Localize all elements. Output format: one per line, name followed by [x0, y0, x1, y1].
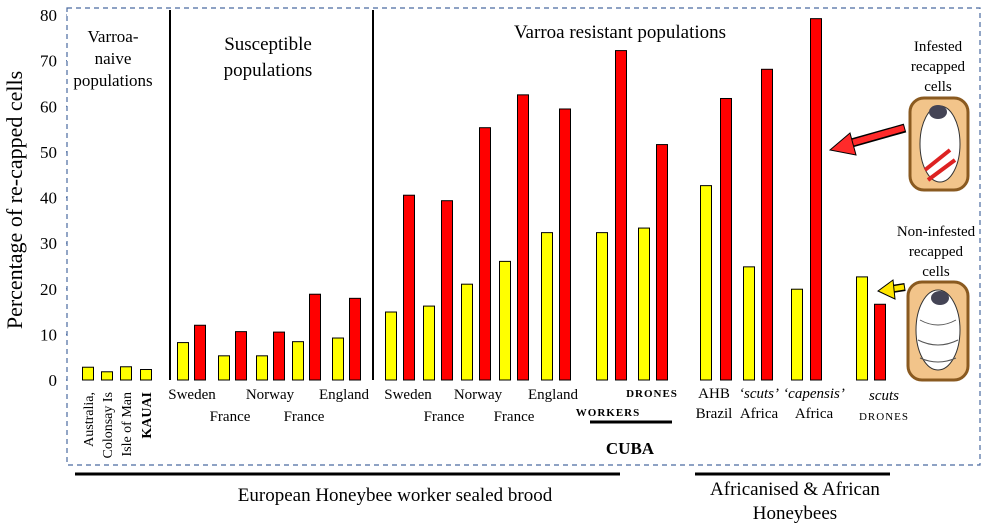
- annotation: recapped: [909, 244, 964, 260]
- x-tick-label: WORKERS: [576, 407, 640, 419]
- yellow-arrow: [877, 279, 906, 300]
- bar: [615, 50, 627, 381]
- bar: [479, 127, 491, 381]
- bar: [101, 371, 113, 381]
- y-axis-label: Percentage of re-capped cells: [2, 71, 27, 329]
- bar: [177, 342, 189, 381]
- bar: [638, 227, 650, 381]
- x-tick-label: Norway: [246, 387, 295, 403]
- y-tick-label: 10: [40, 325, 57, 344]
- annotation: cells: [922, 264, 950, 280]
- group-label: populations: [224, 60, 313, 81]
- bar: [194, 324, 206, 381]
- bar: [309, 293, 321, 381]
- european-label: European Honeybee worker sealed brood: [238, 485, 553, 506]
- bar: [441, 200, 453, 381]
- group-label: Varroa-: [88, 27, 139, 46]
- bar: [332, 337, 344, 381]
- y-tick-label: 80: [40, 6, 57, 25]
- bar: [273, 331, 285, 381]
- bar: [120, 366, 132, 381]
- bar: [700, 185, 712, 381]
- x-tick-label: Sweden: [168, 387, 216, 403]
- x-tick-label: France: [284, 409, 325, 425]
- bar: [256, 355, 268, 381]
- x-tick-label: France: [494, 409, 535, 425]
- x-tick-label: Africa: [740, 406, 779, 422]
- bar: [235, 331, 247, 381]
- bar: [292, 341, 304, 381]
- x-tick-label: Colonsay Is: [101, 392, 116, 459]
- annotation: Non-infested: [897, 224, 976, 240]
- african-label: Africanised & African: [710, 479, 880, 500]
- x-tick-label: Norway: [454, 387, 503, 403]
- x-tick-label: England: [319, 387, 369, 403]
- bar: [874, 303, 886, 381]
- x-tick-label: Isle of Man: [120, 392, 135, 457]
- bar: [499, 260, 511, 381]
- x-tick-label: France: [210, 409, 251, 425]
- bar: [218, 355, 230, 381]
- x-tick-label: Africa: [795, 406, 834, 422]
- bar: [517, 94, 529, 381]
- frame: [66, 7, 981, 466]
- y-tick-label: 40: [40, 189, 57, 208]
- bar: [761, 68, 773, 381]
- bar: [810, 18, 822, 381]
- bar: [349, 297, 361, 381]
- y-tick-label: 0: [49, 371, 58, 390]
- bar: [656, 144, 668, 381]
- bar: [596, 232, 608, 381]
- group-label: naive: [95, 49, 132, 68]
- annotation: cells: [924, 79, 952, 95]
- x-tick-label: ‘capensis’: [783, 386, 845, 402]
- infested-cell-icon: [908, 96, 970, 192]
- y-tick-label: 50: [40, 143, 57, 162]
- x-tick-label: DRONES: [859, 411, 909, 423]
- cuba-label: CUBA: [606, 439, 655, 458]
- bar: [423, 305, 435, 381]
- x-tick-label: Australia,: [82, 392, 97, 447]
- bar: [791, 288, 803, 381]
- group-label: Susceptible: [224, 34, 312, 55]
- african-label: Honeybees: [753, 503, 837, 524]
- y-tick-label: 60: [40, 97, 57, 116]
- y-tick-label: 70: [40, 52, 57, 71]
- x-tick-label: scuts: [869, 388, 899, 404]
- x-tick-label: ‘scuts’: [739, 386, 779, 402]
- bar: [461, 283, 473, 381]
- non-infested-cell-icon: [906, 280, 970, 382]
- annotation: Infested: [914, 39, 963, 55]
- red-arrow: [828, 123, 907, 156]
- group-label: populations: [73, 71, 152, 90]
- x-tick-label: England: [528, 387, 578, 403]
- bar: [541, 232, 553, 381]
- x-tick-label: France: [424, 409, 465, 425]
- x-tick-label: Sweden: [384, 387, 432, 403]
- x-tick-label: DRONES: [626, 388, 678, 400]
- bar: [743, 266, 755, 381]
- bar: [856, 276, 868, 381]
- bar: [140, 369, 152, 381]
- annotation: recapped: [911, 59, 966, 75]
- bar: [385, 311, 397, 381]
- y-tick-label: 20: [40, 280, 57, 299]
- x-tick-label: Brazil: [696, 406, 733, 422]
- x-tick-label: AHB: [698, 386, 730, 402]
- y-tick-label: 30: [40, 234, 57, 253]
- bar: [559, 108, 571, 381]
- x-tick-label: KAUAI: [140, 392, 155, 439]
- bar: [82, 366, 94, 381]
- group-label: Varroa resistant populations: [514, 22, 726, 43]
- bar: [720, 97, 732, 381]
- bar: [403, 194, 415, 381]
